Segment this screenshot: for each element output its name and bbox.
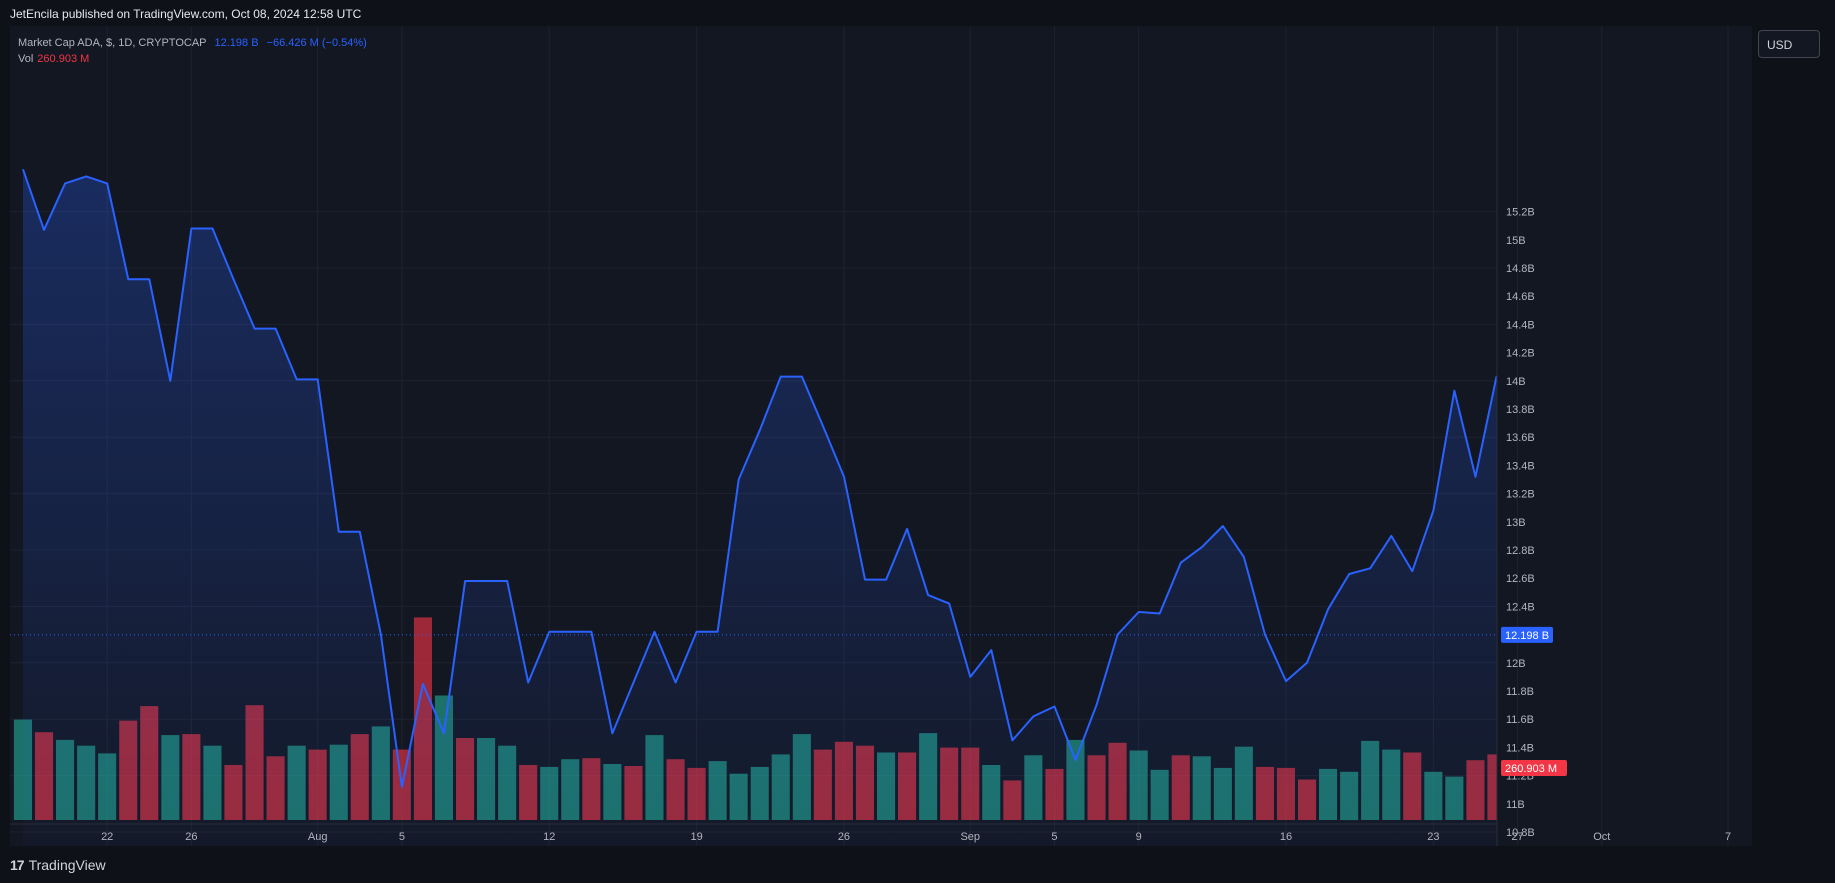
y-tick-label: 13.8B (1506, 404, 1535, 416)
x-tick-label: Oct (1593, 831, 1610, 843)
y-tick-label: 14.6B (1506, 291, 1535, 303)
legend-volume-label: Vol (18, 53, 34, 65)
legend-volume-row[interactable]: Vol 260.903 M (18, 51, 367, 67)
y-tick-label: 13B (1506, 517, 1526, 529)
x-tick-label: 16 (1280, 831, 1292, 843)
footer-brand[interactable]: 17 TradingView (10, 857, 106, 873)
y-tick-label: 11.8B (1506, 686, 1534, 698)
y-tick-label: 12.8B (1506, 545, 1535, 557)
tradingview-logo-icon: 17 (10, 857, 25, 873)
x-tick-label: 26 (838, 831, 850, 843)
y-tick-label: 15.2B (1506, 207, 1535, 219)
y-tick-label: 14B (1506, 376, 1526, 388)
publisher-header: JetEncila published on TradingView.com, … (10, 7, 362, 21)
chart-legend: Market Cap ADA, $, 1D, CRYPTOCAP 12.198 B… (18, 35, 367, 67)
y-tick-label: 11.6B (1506, 714, 1534, 726)
volume-bar[interactable] (1656, 705, 1674, 820)
legend-change: −66.426 M (−0.54%) (266, 37, 367, 49)
y-tick-label: 13.6B (1506, 432, 1535, 444)
footer-brand-label: TradingView (28, 857, 106, 873)
y-tick-label: 11.4B (1506, 742, 1534, 754)
y-tick-label: 11B (1506, 799, 1525, 811)
x-tick-label: 23 (1427, 831, 1439, 843)
y-tick-label: 10.8B (1506, 827, 1535, 839)
x-tick-label: Sep (960, 831, 980, 843)
last-price-tag[interactable] (1501, 626, 1553, 643)
price-chart[interactable]: 10.8B11B11.2B11.4B11.6B11.8B12B12.2B12.4… (10, 26, 1752, 846)
y-tick-label: 12.6B (1506, 573, 1535, 585)
y-tick-label: 12.4B (1506, 601, 1535, 613)
legend-volume-value: 260.903 M (37, 53, 90, 65)
y-tick-label: 13.2B (1506, 489, 1535, 501)
last-price-tag-label: 12.198 B (1505, 630, 1549, 642)
x-tick-label: 12 (543, 831, 555, 843)
x-tick-label: 22 (101, 831, 113, 843)
y-tick-label: 14.2B (1506, 348, 1535, 360)
x-tick-label: 26 (185, 831, 197, 843)
y-tick-label: 13.4B (1506, 460, 1535, 472)
legend-series-label: Market Cap ADA, $, 1D, CRYPTOCAP (18, 37, 207, 49)
legend-last-value: 12.198 B (214, 37, 259, 49)
y-tick-label: 14.4B (1506, 319, 1535, 331)
chart-area[interactable]: 10.8B11B11.2B11.4B11.6B11.8B12B12.2B12.4… (10, 26, 1752, 846)
volume-bar[interactable] (1698, 748, 1716, 820)
x-tick-label: 5 (1051, 831, 1057, 843)
x-tick-label: 27 (1511, 831, 1523, 843)
y-tick-label: 12B (1506, 658, 1526, 670)
last-volume-tag[interactable] (1501, 760, 1567, 776)
y-tick-label: 15B (1506, 235, 1526, 247)
volume-bar[interactable] (1572, 756, 1590, 820)
x-tick-label: 9 (1136, 831, 1142, 843)
price-line[interactable] (22, 168, 1749, 788)
x-tick-label: 7 (1725, 831, 1731, 843)
x-tick-label: 5 (399, 831, 405, 843)
legend-series-row[interactable]: Market Cap ADA, $, 1D, CRYPTOCAP 12.198 B… (18, 35, 367, 51)
price-area-fill (23, 169, 1497, 846)
currency-button[interactable]: USD (1758, 30, 1820, 58)
volume-bar[interactable] (1740, 786, 1752, 820)
volume-bar[interactable] (1551, 733, 1569, 820)
last-volume-tag-label: 260.903 M (1505, 763, 1557, 775)
volume-bar[interactable] (1635, 756, 1653, 820)
volume-bar[interactable] (1677, 736, 1695, 820)
y-tick-label: 14.8B (1506, 263, 1535, 275)
x-tick-label: Aug (308, 831, 328, 843)
x-tick-label: 19 (690, 831, 702, 843)
volume-bar[interactable] (1614, 753, 1632, 820)
